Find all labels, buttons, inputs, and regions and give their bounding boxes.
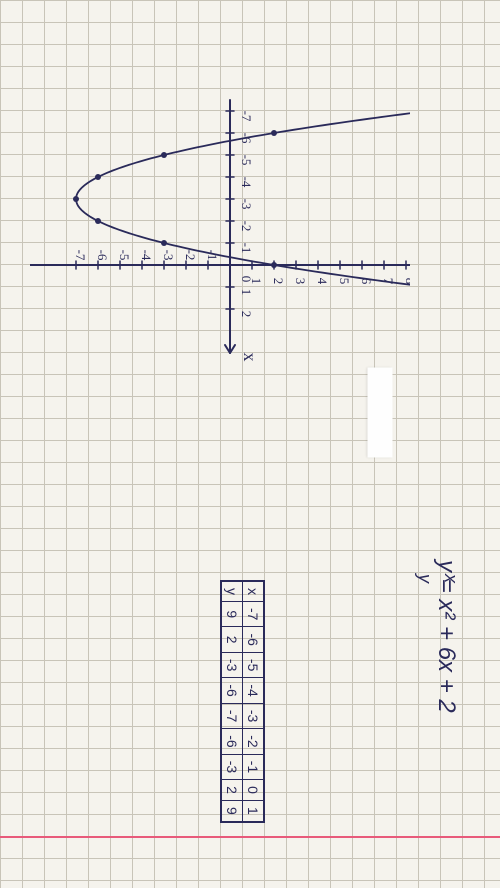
table-header-y: y xyxy=(221,581,243,602)
svg-text:1: 1 xyxy=(239,289,254,296)
table-cell: -6 xyxy=(221,678,243,703)
svg-text:4: 4 xyxy=(315,278,330,285)
svg-text:2: 2 xyxy=(239,311,254,318)
svg-text:x: x xyxy=(240,353,260,362)
table-cell: -4 xyxy=(243,678,265,703)
svg-text:2: 2 xyxy=(271,278,286,285)
margin-line xyxy=(0,836,500,838)
value-table: x-7-6-5-4-3-2-101 y92-3-6-7-6-329 xyxy=(220,580,265,823)
table-cell: -6 xyxy=(221,729,243,754)
svg-text:-5: -5 xyxy=(117,250,132,261)
svg-text:5: 5 xyxy=(337,278,352,285)
svg-text:-1: -1 xyxy=(239,243,254,254)
table-y-label: y xyxy=(414,574,435,583)
table-cell: 9 xyxy=(221,800,243,821)
table-cell: -7 xyxy=(243,602,265,627)
table-header-x: x xyxy=(243,581,265,602)
svg-text:-4: -4 xyxy=(239,177,254,188)
table-cell: -7 xyxy=(221,703,243,728)
table-cell: 2 xyxy=(221,780,243,801)
table-cell: -3 xyxy=(221,754,243,779)
coordinate-graph: yx-1-2-3-4-5-6-7123456789-7-6-5-4-3-2-11… xyxy=(30,40,410,540)
table-cell: 2 xyxy=(221,627,243,652)
svg-text:-7: -7 xyxy=(239,111,254,122)
table-cell: -1 xyxy=(243,754,265,779)
table-cell: 1 xyxy=(243,800,265,821)
svg-text:0: 0 xyxy=(239,276,254,283)
table-row-y: y92-3-6-7-6-329 xyxy=(221,581,243,822)
svg-text:-3: -3 xyxy=(161,250,176,261)
svg-text:-5: -5 xyxy=(239,155,254,166)
table-cell: 0 xyxy=(243,780,265,801)
table-cell: -6 xyxy=(243,627,265,652)
svg-text:-4: -4 xyxy=(139,250,154,261)
svg-text:-3: -3 xyxy=(239,199,254,210)
svg-text:3: 3 xyxy=(293,278,308,285)
table-cell: 9 xyxy=(221,602,243,627)
table-x-label: x xyxy=(440,574,461,583)
table-cell: -2 xyxy=(243,729,265,754)
table-cell: -5 xyxy=(243,652,265,677)
svg-text:-2: -2 xyxy=(239,221,254,232)
table-cell: -3 xyxy=(221,652,243,677)
graph-paper: yx-1-2-3-4-5-6-7123456789-7-6-5-4-3-2-11… xyxy=(0,0,500,888)
svg-text:-7: -7 xyxy=(73,250,88,261)
svg-text:-6: -6 xyxy=(95,250,110,261)
correction-strip xyxy=(368,368,393,458)
table-row-x: x-7-6-5-4-3-2-101 xyxy=(243,581,265,822)
table-cell: -3 xyxy=(243,703,265,728)
